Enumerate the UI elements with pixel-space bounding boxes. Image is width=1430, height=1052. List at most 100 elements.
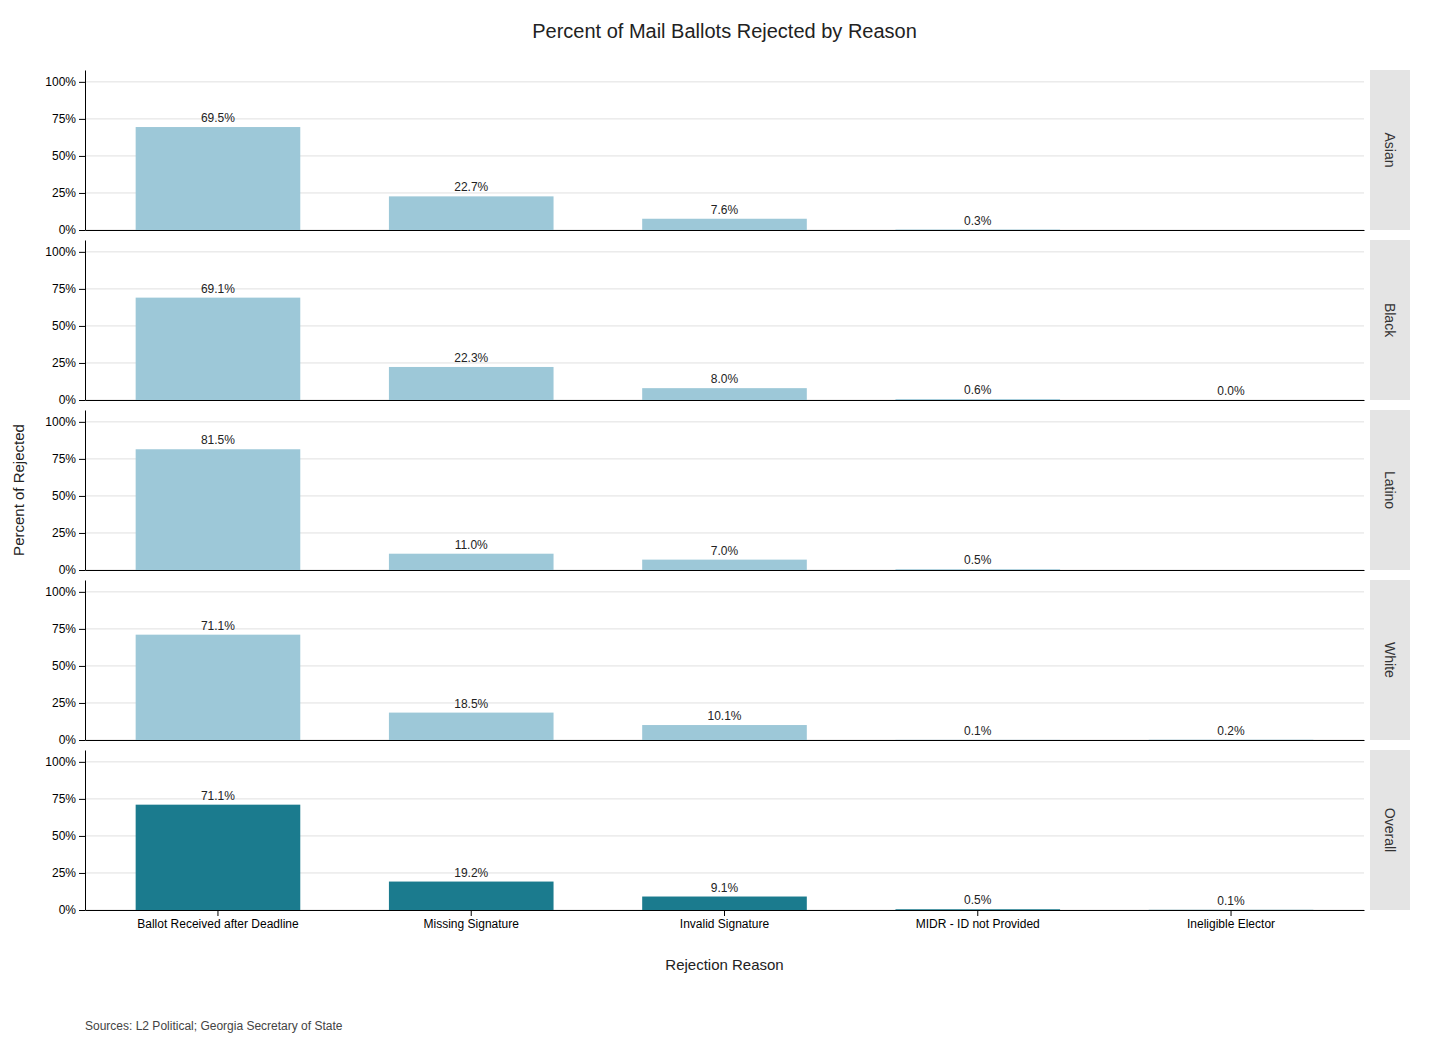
x-tick-label: Missing Signature [424, 917, 520, 931]
bar [389, 367, 554, 400]
grid-line [85, 251, 1364, 252]
data-labels: 81.5%11.0%7.0%0.5% [201, 433, 992, 567]
y-tick-label: 50% [52, 319, 76, 333]
bar [1149, 739, 1314, 740]
y-tick-label: 50% [52, 829, 76, 843]
bar [1149, 400, 1314, 401]
y-tick-label: 25% [52, 186, 76, 200]
y-tick: 50% [52, 149, 85, 163]
bar [895, 909, 1060, 910]
y-tick-mark [79, 570, 85, 571]
y-tick-mark [79, 363, 85, 364]
data-label: 18.5% [454, 697, 488, 711]
y-tick: 0% [59, 393, 85, 407]
bar [642, 388, 807, 400]
x-tick: MIDR - ID not Provided [916, 910, 1040, 931]
bar [389, 554, 554, 570]
x-tick: Ineligible Elector [1187, 910, 1275, 931]
annotation: Sources: L2 Political; Georgia Secretary… [85, 1019, 343, 1033]
x-axis-line [86, 230, 1365, 231]
grid [85, 82, 1364, 230]
grid-line [85, 81, 1364, 82]
y-tick-label: 75% [52, 112, 76, 126]
y-tick-mark [79, 326, 85, 327]
x-tick-mark [724, 910, 725, 916]
x-tick-mark [1231, 910, 1232, 916]
data-labels: 71.1%18.5%10.1%0.1%0.2% [201, 619, 1245, 738]
y-tick-label: 75% [52, 622, 76, 636]
y-axis-line [85, 751, 86, 911]
y-tick-mark [79, 592, 85, 593]
y-tick-label: 50% [52, 149, 76, 163]
y-axis: 0% 25% 50% 75% 100% [45, 71, 85, 238]
data-labels: 69.1%22.3%8.0%0.6%0.0% [201, 282, 1245, 398]
y-axis-line [85, 581, 86, 741]
bar [389, 713, 554, 740]
y-tick: 25% [52, 526, 85, 540]
bars [136, 449, 1060, 570]
y-tick: 75% [52, 452, 85, 466]
y-tick-mark [79, 799, 85, 800]
data-label: 11.0% [455, 538, 488, 552]
y-tick: 75% [52, 112, 85, 126]
y-tick-mark [79, 762, 85, 763]
strip [1370, 240, 1410, 400]
y-tick-mark [79, 666, 85, 667]
y-tick-label: 50% [52, 659, 76, 673]
data-label: 71.1% [201, 789, 235, 803]
y-tick: 75% [52, 622, 85, 636]
grid-line [85, 421, 1364, 422]
grid-line [85, 798, 1364, 799]
panel: 71.1%19.2%9.1%0.5%0.1%0%25%50%75%100%Bal… [45, 751, 1364, 931]
chart: Percent of Mail Ballots Rejected by Reas… [0, 0, 1430, 1052]
data-label: 69.5% [201, 111, 235, 125]
x-axis-line [86, 570, 1365, 571]
strip-label: Latino [1382, 471, 1398, 509]
data-label: 8.0% [711, 372, 739, 386]
y-tick-mark [79, 873, 85, 874]
grid [85, 762, 1364, 910]
y-tick: 50% [52, 319, 85, 333]
x-tick-label: Invalid Signature [680, 917, 770, 931]
y-tick-label: 100% [45, 75, 76, 89]
y-tick-mark [79, 119, 85, 120]
y-tick-mark [79, 422, 85, 423]
data-label: 0.1% [964, 724, 992, 738]
x-axis [86, 400, 1365, 401]
x-tick: Ballot Received after Deadline [137, 910, 299, 931]
y-tick-label: 0% [59, 223, 77, 237]
bar [136, 635, 301, 740]
y-tick: 0% [59, 223, 85, 237]
x-tick-mark [977, 910, 978, 916]
bars [136, 127, 1060, 230]
x-axis-line [86, 400, 1365, 401]
y-tick: 50% [52, 659, 85, 673]
data-labels: 71.1%19.2%9.1%0.5%0.1% [201, 789, 1245, 908]
strip-label: Asian [1382, 132, 1398, 167]
bar [1149, 909, 1314, 910]
y-tick-label: 100% [45, 415, 76, 429]
grid-line [85, 761, 1364, 762]
y-tick-label: 0% [59, 563, 77, 577]
grid-line [85, 628, 1364, 629]
bars [136, 635, 1314, 740]
y-tick-label: 100% [45, 245, 76, 259]
grid-line [85, 591, 1364, 592]
y-tick-label: 25% [52, 356, 76, 370]
bar [642, 219, 807, 230]
y-tick: 0% [59, 563, 85, 577]
x-tick-label: Ballot Received after Deadline [137, 917, 299, 931]
y-tick: 25% [52, 866, 85, 880]
x-tick-mark [217, 910, 218, 916]
title: Percent of Mail Ballots Rejected by Reas… [532, 20, 917, 42]
y-tick-mark [79, 400, 85, 401]
y-tick-mark [79, 230, 85, 231]
y-tick: 25% [52, 696, 85, 710]
data-label: 0.5% [964, 893, 992, 907]
y-tick: 75% [52, 792, 85, 806]
y-axis-line [85, 71, 86, 231]
strip-label: Black [1382, 303, 1398, 338]
y-tick: 100% [45, 755, 85, 769]
y-axis-line [85, 241, 86, 401]
y-tick-label: 0% [59, 733, 77, 747]
